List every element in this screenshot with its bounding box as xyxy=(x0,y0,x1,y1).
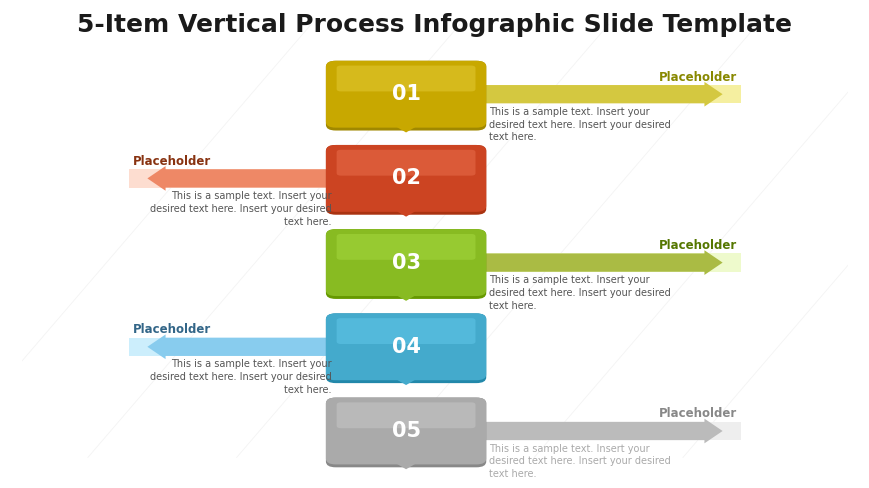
FancyBboxPatch shape xyxy=(336,403,475,428)
FancyBboxPatch shape xyxy=(326,314,486,381)
Text: 02: 02 xyxy=(391,168,420,188)
FancyBboxPatch shape xyxy=(336,235,475,260)
FancyBboxPatch shape xyxy=(336,66,475,92)
Polygon shape xyxy=(388,206,424,217)
FancyArrow shape xyxy=(475,82,722,107)
Text: This is a sample text. Insert your
desired text here. Insert your desired
text h: This is a sample text. Insert your desir… xyxy=(488,106,670,142)
FancyBboxPatch shape xyxy=(336,150,475,176)
FancyBboxPatch shape xyxy=(326,398,486,468)
Polygon shape xyxy=(388,122,424,133)
Text: Placeholder: Placeholder xyxy=(133,323,211,336)
Text: 04: 04 xyxy=(391,336,420,356)
Text: This is a sample text. Insert your
desired text here. Insert your desired
text h: This is a sample text. Insert your desir… xyxy=(149,190,331,226)
FancyBboxPatch shape xyxy=(326,314,486,384)
FancyBboxPatch shape xyxy=(336,319,475,345)
Polygon shape xyxy=(388,291,424,301)
Text: Placeholder: Placeholder xyxy=(658,239,736,251)
FancyArrow shape xyxy=(147,335,335,359)
FancyBboxPatch shape xyxy=(326,398,486,465)
FancyBboxPatch shape xyxy=(129,170,335,188)
FancyArrow shape xyxy=(475,419,722,444)
FancyBboxPatch shape xyxy=(326,145,486,212)
Polygon shape xyxy=(388,375,424,385)
FancyBboxPatch shape xyxy=(326,61,486,131)
Text: 05: 05 xyxy=(391,420,420,440)
Text: This is a sample text. Insert your
desired text here. Insert your desired
text h: This is a sample text. Insert your desir… xyxy=(488,275,670,310)
FancyArrow shape xyxy=(475,251,722,275)
Text: 5-Item Vertical Process Infographic Slide Template: 5-Item Vertical Process Infographic Slid… xyxy=(77,13,792,38)
Text: Placeholder: Placeholder xyxy=(658,407,736,420)
FancyBboxPatch shape xyxy=(326,230,486,299)
Text: This is a sample text. Insert your
desired text here. Insert your desired
text h: This is a sample text. Insert your desir… xyxy=(488,443,670,478)
FancyArrow shape xyxy=(147,167,335,191)
FancyBboxPatch shape xyxy=(475,422,740,440)
FancyBboxPatch shape xyxy=(475,254,740,272)
Text: 03: 03 xyxy=(391,252,420,272)
Text: This is a sample text. Insert your
desired text here. Insert your desired
text h: This is a sample text. Insert your desir… xyxy=(149,359,331,394)
FancyBboxPatch shape xyxy=(475,86,740,104)
FancyBboxPatch shape xyxy=(326,230,486,296)
Text: Placeholder: Placeholder xyxy=(133,155,211,167)
FancyBboxPatch shape xyxy=(326,61,486,128)
Polygon shape xyxy=(388,459,424,469)
FancyBboxPatch shape xyxy=(129,338,335,356)
Text: 01: 01 xyxy=(391,84,420,104)
FancyBboxPatch shape xyxy=(326,145,486,215)
Text: Placeholder: Placeholder xyxy=(658,71,736,83)
